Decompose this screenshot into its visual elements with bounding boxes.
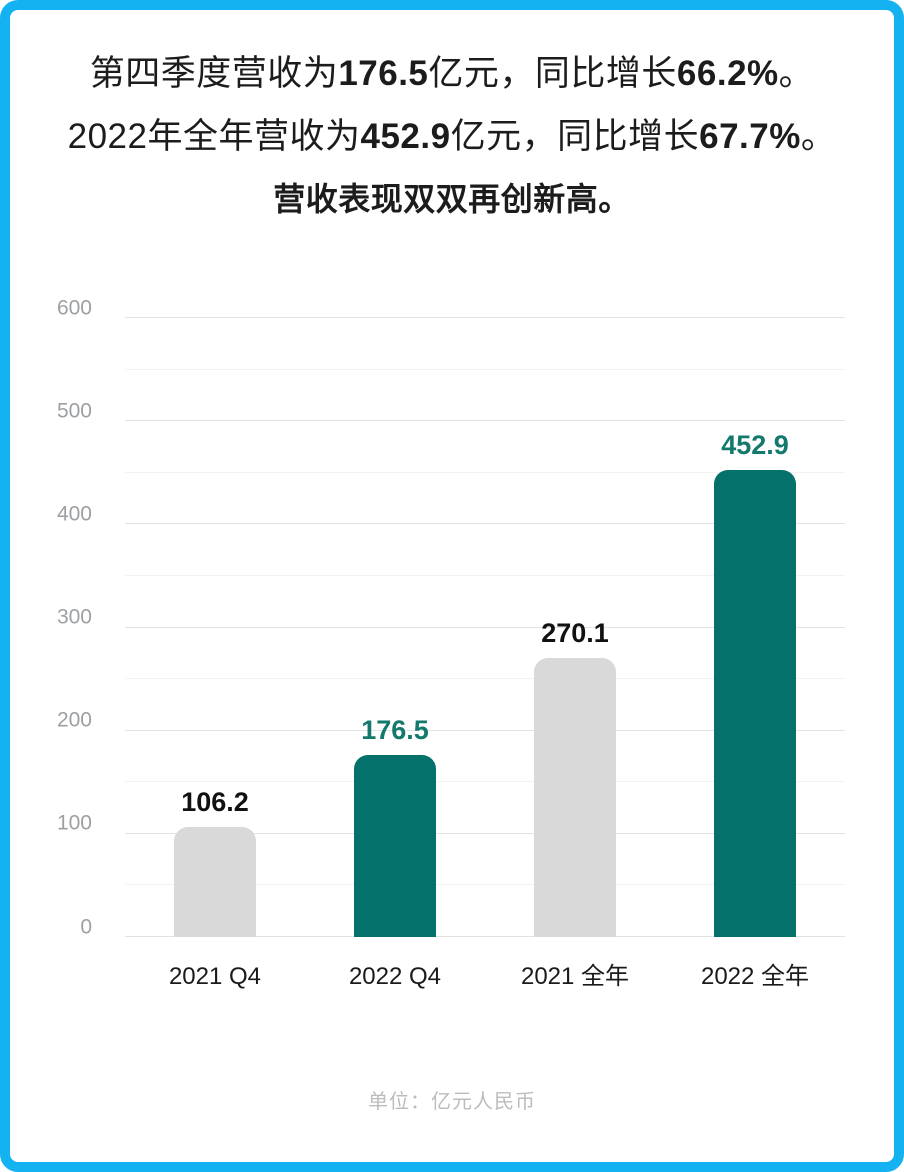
bar-value-label: 270.1: [541, 618, 609, 649]
revenue-bar-chart: 0 100 200 300 400 500 600 106.2 176.5 270.1 452.9…: [10, 10, 894, 1162]
gridline-major: [125, 832, 845, 834]
y-axis-tick-labels: 0 100 200 300 400 500 600: [38, 297, 92, 938]
bar-slot: 452.9: [665, 318, 845, 937]
headline-1-growth-value: 66.2%: [676, 54, 779, 93]
y-tick-label: 0: [80, 915, 92, 938]
x-category-label: 2021 Q4: [168, 963, 262, 990]
bar: [714, 469, 796, 937]
bar-slot: 176.5: [305, 318, 485, 937]
gridline-major: [125, 523, 845, 525]
x-axis-category-labels: 2021 Q4 2022 Q4 2021 全年 2022 全年: [125, 962, 845, 992]
x-category-label: 2022 Q4: [348, 963, 442, 990]
bar: [534, 658, 616, 937]
gridline-minor: [125, 471, 845, 473]
headline-1-revenue-value: 176.5: [338, 54, 429, 93]
y-tick-label: 100: [56, 811, 92, 835]
y-tick-label: 300: [56, 605, 92, 629]
headline-2-growth-value: 67.7%: [699, 117, 801, 156]
headline-line-2: 2022年全年营收为452.9亿元，同比增长67.7%。: [10, 105, 894, 168]
bar-value-label: 176.5: [361, 714, 429, 745]
gridline-major: [125, 936, 845, 937]
y-tick-label: 500: [56, 399, 92, 423]
bar-value-label: 452.9: [721, 429, 789, 460]
headline-1-unit-text: 亿元，同比增长: [428, 54, 677, 93]
bar-slot: 106.2: [125, 318, 305, 937]
bar-value-label: 106.2: [181, 787, 249, 818]
gridline-major: [125, 729, 845, 731]
gridline-major: [125, 626, 845, 628]
headline-2-text: 2022年全年营收为: [67, 117, 361, 156]
headline-line-1: 第四季度营收为176.5亿元，同比增长66.2%。: [10, 42, 894, 105]
gridline-minor: [125, 678, 845, 680]
y-tick-label: 200: [56, 708, 92, 732]
gridline-minor: [125, 368, 845, 370]
bar: [354, 754, 436, 937]
headline-line-3: 营收表现双双再创新高。: [273, 181, 631, 217]
headline-2-period: 。: [800, 117, 837, 156]
headline: 第四季度营收为176.5亿元，同比增长66.2%。 2022年全年营收为452.…: [10, 42, 894, 231]
gridline-major: [125, 317, 845, 318]
gridline-major: [125, 420, 845, 422]
bar: [174, 827, 256, 937]
chart-bars: 106.2 176.5 270.1 452.9: [125, 318, 845, 937]
headline-1-period: 。: [778, 54, 815, 93]
bar-slot: 270.1: [485, 318, 665, 937]
x-category-label: 2022 全年: [700, 963, 810, 990]
headline-1-text: 第四季度营收为: [89, 54, 339, 93]
gridline-minor: [125, 884, 845, 886]
chart-plot-area: [125, 317, 845, 937]
gridline-minor: [125, 781, 845, 783]
headline-2-unit-text: 亿元，同比增长: [450, 117, 700, 156]
headline-2-revenue-value: 452.9: [360, 117, 451, 156]
unit-note: 单位：亿元人民币: [368, 1091, 536, 1113]
y-tick-label: 400: [56, 502, 92, 526]
gridline-minor: [125, 574, 845, 576]
x-category-label: 2021 全年: [520, 963, 630, 990]
y-tick-label: 600: [56, 296, 92, 319]
